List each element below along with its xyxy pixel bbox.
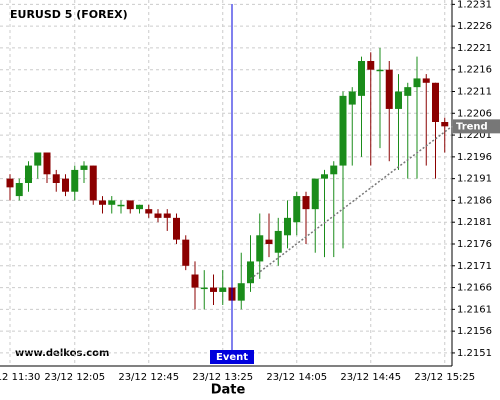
candle-body [422,78,430,83]
y-tick-label: 1.2231 [457,0,492,10]
candle-body [52,174,60,183]
candle-body [136,204,143,210]
candle-body [247,261,254,284]
candle-body [191,274,199,288]
candle-body [339,95,347,166]
x-axis-label: Date [211,383,246,398]
trend-label-bg [453,119,500,134]
candle-body [210,287,217,292]
x-tick-label: 23/12 12:45 [118,372,179,383]
candle-body [99,200,106,205]
candle-body [117,204,125,207]
candle-body [284,217,291,236]
candle-body [321,174,328,179]
y-tick-label: 1.2221 [457,43,492,54]
y-tick-label: 1.2191 [457,174,492,185]
x-tick-label: 23/12 11:30 [0,372,40,383]
candle-body [15,183,23,197]
candle-body [237,283,245,301]
candle-body [6,178,14,188]
candle-body [173,217,180,240]
y-tick-label: 1.2216 [457,65,492,76]
candle-body [367,61,375,70]
trend-line [250,125,453,280]
candle-body [219,287,227,292]
candle-body [385,69,393,109]
candle-body [441,122,449,127]
candle-body [71,169,79,192]
y-tick-label: 1.2226 [457,21,492,32]
y-tick-label: 1.2171 [457,261,492,272]
y-tick-label: 1.2151 [457,348,492,359]
candle-body [108,200,116,205]
candle-body [358,61,365,96]
candle-body [34,152,42,166]
candle-body [256,235,264,262]
candle-body [182,239,190,266]
y-tick-label: 1.2201 [457,130,492,141]
trend-label: Trend [456,121,488,132]
candle-body [293,196,301,223]
candle-body [302,196,310,210]
x-tick-label: 23/12 13:25 [192,372,253,383]
candle-body [348,91,356,105]
candle-body [200,287,208,290]
event-label-bg [210,350,254,364]
y-tick-label: 1.2181 [457,217,492,228]
x-tick-label: 23/12 12:05 [44,372,105,383]
candle-body [376,69,384,72]
candle-body [163,213,171,218]
candle-body [330,165,338,175]
candle-body [432,82,439,122]
candle-body [404,87,412,96]
candle-body [126,200,134,210]
x-tick-label: 23/12 14:45 [340,372,401,383]
candle-body [154,213,162,218]
y-tick-label: 1.2156 [457,326,492,337]
chart-title: EURUSD 5 (FOREX) [10,8,128,21]
y-tick-label: 1.2166 [457,283,492,294]
candle-body [80,165,88,170]
candle-body [89,165,97,201]
candle-body [265,239,273,244]
y-tick-label: 1.2176 [457,239,492,250]
candle-body [25,165,32,183]
y-tick-label: 1.2161 [457,304,492,315]
candle-body [43,152,51,175]
candle-body [145,209,153,214]
candle-body [62,178,69,192]
y-tick-label: 1.2206 [457,108,492,119]
candle-body [274,230,282,253]
candle-body [311,178,319,210]
x-tick-label: 23/12 14:05 [266,372,327,383]
y-tick-label: 1.2186 [457,195,492,206]
watermark: www.delkos.com [15,348,109,359]
y-tick-label: 1.2196 [457,152,492,163]
candle-body [395,91,402,109]
x-tick-label: 23/12 15:25 [414,372,475,383]
candle-body [413,78,421,88]
y-tick-label: 1.2211 [457,87,492,98]
event-label: Event [216,352,248,363]
